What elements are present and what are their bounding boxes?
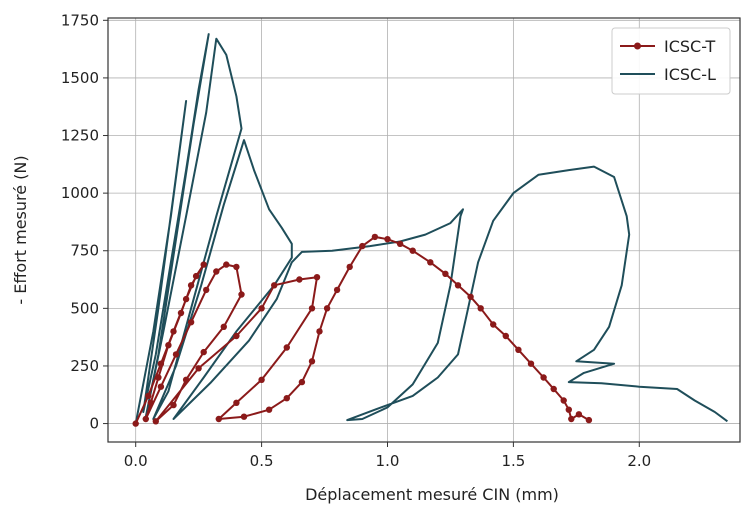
y-tick-label: 750 bbox=[70, 242, 99, 260]
x-tick-label: 0.0 bbox=[124, 452, 148, 470]
data-point-icsc-t bbox=[182, 376, 190, 383]
data-point-icsc-t bbox=[298, 378, 306, 386]
x-tick-label: 1.5 bbox=[501, 452, 525, 470]
series-icsc-t bbox=[132, 233, 593, 427]
plot-frame bbox=[107, 17, 741, 443]
legend-label-icsc-t: ICSC-T bbox=[664, 37, 716, 56]
y-tick-label: 1250 bbox=[61, 127, 99, 145]
data-point-icsc-t bbox=[477, 305, 484, 312]
data-point-icsc-t bbox=[132, 420, 139, 427]
data-point-icsc-t bbox=[560, 397, 567, 404]
data-point-icsc-t bbox=[200, 261, 207, 268]
x-tick-label: 0.5 bbox=[250, 452, 274, 470]
y-tick-label: 500 bbox=[70, 299, 99, 317]
data-point-icsc-t bbox=[502, 332, 509, 340]
data-point-icsc-t bbox=[296, 276, 303, 283]
data-point-icsc-t bbox=[527, 360, 535, 367]
data-point-icsc-t bbox=[333, 286, 341, 294]
data-point-icsc-t bbox=[515, 346, 522, 353]
data-point-icsc-t bbox=[427, 259, 434, 266]
y-axis-title: - Effort mesuré (N) bbox=[11, 155, 30, 304]
data-point-icsc-t bbox=[271, 282, 278, 289]
data-point-icsc-t bbox=[233, 399, 240, 406]
series-layer bbox=[132, 33, 728, 427]
data-point-icsc-t bbox=[454, 282, 462, 289]
data-point-icsc-t bbox=[172, 351, 180, 358]
data-point-icsc-t bbox=[170, 401, 177, 409]
x-tick-label: 1.0 bbox=[376, 452, 400, 470]
data-point-icsc-t bbox=[540, 374, 547, 381]
y-tick-label: 1750 bbox=[61, 11, 99, 29]
data-point-icsc-t bbox=[313, 274, 321, 281]
data-point-icsc-t bbox=[258, 376, 265, 383]
data-point-icsc-t bbox=[142, 415, 149, 423]
data-point-icsc-t bbox=[145, 392, 152, 400]
y-tick-label: 1000 bbox=[61, 184, 99, 202]
data-point-icsc-t bbox=[170, 328, 177, 335]
data-point-icsc-t bbox=[396, 240, 404, 247]
data-point-icsc-t bbox=[359, 242, 366, 250]
data-point-icsc-t bbox=[585, 416, 593, 424]
data-point-icsc-t bbox=[565, 406, 572, 413]
data-point-icsc-t bbox=[467, 293, 474, 300]
data-point-icsc-t bbox=[265, 406, 273, 413]
grid bbox=[108, 18, 740, 442]
data-point-icsc-t bbox=[157, 383, 165, 390]
data-point-icsc-t bbox=[192, 272, 200, 280]
data-point-icsc-t bbox=[233, 332, 240, 340]
legend-label-icsc-l: ICSC-L bbox=[664, 65, 716, 84]
data-point-icsc-t bbox=[409, 247, 416, 254]
data-point-icsc-t bbox=[283, 395, 290, 402]
series-line-icsc-l bbox=[134, 33, 728, 424]
data-point-icsc-t bbox=[323, 305, 331, 312]
data-point-icsc-t bbox=[187, 319, 195, 326]
data-point-icsc-t bbox=[442, 270, 449, 277]
y-tick-label: 250 bbox=[70, 357, 99, 375]
data-point-icsc-t bbox=[490, 321, 497, 328]
data-point-icsc-t bbox=[384, 236, 391, 243]
y-tick-label: 0 bbox=[89, 415, 99, 433]
data-point-icsc-t bbox=[223, 261, 230, 268]
ticks: 0.0 0.5 1.0 1.5 2.0 0 250 500 750 1000 1250 1500 175… bbox=[61, 11, 651, 470]
data-point-icsc-t bbox=[550, 385, 557, 393]
y-tick-label: 1500 bbox=[61, 69, 99, 87]
legend-marker-icsc-t bbox=[634, 42, 641, 50]
data-point-icsc-t bbox=[200, 348, 207, 356]
data-point-icsc-t bbox=[575, 411, 583, 418]
data-point-icsc-t bbox=[177, 309, 185, 317]
data-point-icsc-t bbox=[346, 263, 353, 271]
data-point-icsc-t bbox=[215, 415, 222, 423]
data-point-icsc-t bbox=[316, 328, 323, 335]
data-point-icsc-t bbox=[220, 323, 227, 330]
data-point-icsc-t bbox=[203, 286, 210, 294]
data-point-icsc-t bbox=[233, 263, 240, 271]
legend-box bbox=[611, 27, 731, 95]
data-point-icsc-t bbox=[258, 305, 265, 312]
series-icsc-l bbox=[134, 33, 728, 424]
data-point-icsc-t bbox=[165, 342, 172, 349]
data-point-icsc-t bbox=[283, 344, 290, 351]
data-point-icsc-t bbox=[308, 305, 316, 312]
data-point-icsc-t bbox=[568, 415, 575, 423]
data-point-icsc-t bbox=[238, 291, 245, 298]
data-point-icsc-t bbox=[147, 399, 154, 406]
x-axis-title: Déplacement mesuré CIN (mm) bbox=[305, 485, 559, 504]
data-point-icsc-t bbox=[371, 233, 379, 241]
data-point-icsc-t bbox=[195, 365, 202, 372]
data-point-icsc-t bbox=[157, 360, 165, 367]
legend: ICSC-T ICSC-L bbox=[611, 27, 731, 95]
data-point-icsc-t bbox=[187, 282, 195, 289]
data-point-icsc-t bbox=[152, 418, 159, 425]
data-point-icsc-t bbox=[182, 295, 190, 303]
data-point-icsc-t bbox=[240, 413, 248, 420]
data-point-icsc-t bbox=[155, 374, 162, 381]
data-point-icsc-t bbox=[213, 268, 220, 275]
data-point-icsc-t bbox=[308, 358, 316, 365]
x-tick-label: 2.0 bbox=[627, 452, 651, 470]
